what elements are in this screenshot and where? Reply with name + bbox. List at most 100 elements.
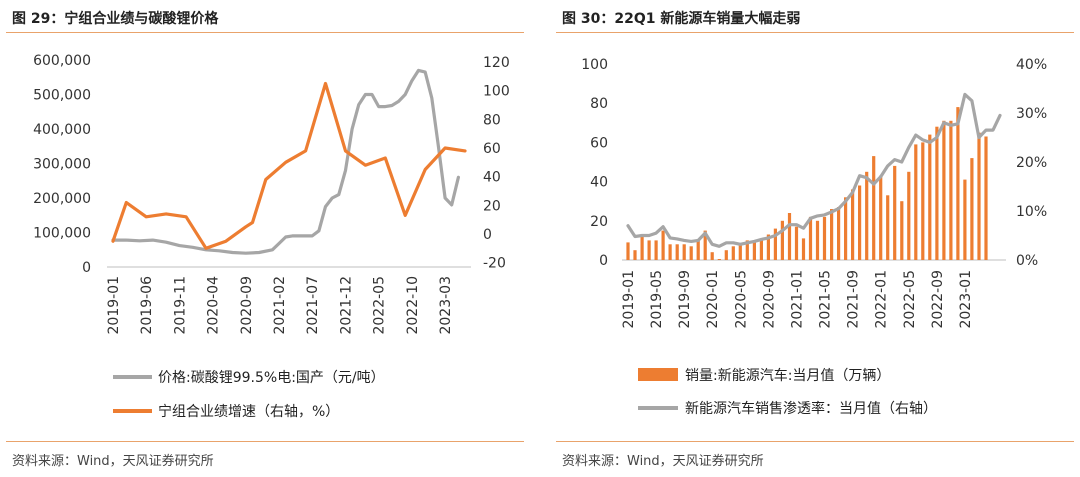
x-tick-label: 2021-01 bbox=[789, 270, 805, 329]
y-right-tick-label: 40% bbox=[1016, 57, 1047, 73]
legend-label-price: 价格:碳酸锂99.5%电:国产（元/吨） bbox=[158, 370, 385, 386]
sales-bar bbox=[724, 250, 728, 260]
y-left-tick-label: 100 bbox=[581, 57, 608, 73]
legend-swatch-sales bbox=[638, 368, 678, 381]
x-tick-label: 2020-01 bbox=[705, 270, 721, 329]
y-left-tick-label: 40 bbox=[590, 175, 608, 191]
sales-bar bbox=[703, 230, 707, 260]
x-tick-label: 2020-04 bbox=[206, 276, 222, 335]
y-right-tick-label: 20 bbox=[483, 198, 501, 214]
title-divider bbox=[556, 32, 1074, 33]
sales-bar bbox=[984, 136, 988, 260]
sales-bar bbox=[787, 213, 792, 260]
sales-bar bbox=[928, 134, 932, 260]
sales-bar bbox=[893, 165, 897, 260]
x-tick-label: 2023-01 bbox=[958, 270, 974, 329]
x-tick-label: 2023-03 bbox=[438, 276, 454, 335]
y-left-tick-label: 0 bbox=[82, 260, 91, 276]
source-note: 资料来源：Wind，天风证券研究所 bbox=[562, 454, 764, 469]
x-tick-label: 2021-07 bbox=[305, 276, 321, 335]
x-tick-label: 2019-01 bbox=[621, 270, 637, 329]
legend-label-sales: 销量:新能源汽车:当月值（万辆） bbox=[685, 367, 890, 384]
y-right-tick-label: 80 bbox=[483, 112, 501, 128]
x-tick-label: 2020-09 bbox=[761, 270, 777, 329]
sales-bar bbox=[837, 207, 841, 260]
title-divider bbox=[6, 32, 524, 33]
sales-bar bbox=[647, 240, 651, 260]
x-tick-label: 2020-09 bbox=[239, 276, 255, 335]
y-right-tick-label: 100 bbox=[483, 84, 510, 100]
lithium-price-line bbox=[111, 68, 460, 255]
y-right-tick-label: 10% bbox=[1016, 204, 1047, 220]
growth-rate-line bbox=[111, 81, 467, 250]
sales-bar bbox=[907, 171, 911, 260]
sales-bar bbox=[977, 132, 981, 260]
y-right-tick-label: 30% bbox=[1016, 106, 1047, 122]
sales-bar bbox=[963, 179, 967, 260]
sales-bar bbox=[886, 195, 890, 260]
y-right-tick-label: 40 bbox=[483, 170, 501, 186]
sales-bar bbox=[822, 216, 827, 260]
sales-bar bbox=[970, 158, 974, 260]
y-left-tick-label: 60 bbox=[590, 135, 608, 151]
x-tick-label: 2022-05 bbox=[902, 270, 918, 329]
sales-bar bbox=[710, 252, 714, 260]
lithium-price-chart: 600,000 500,000 400,000 300,000 200,000 100,0… bbox=[33, 53, 510, 420]
y-left-tick-label: 200,000 bbox=[33, 191, 91, 207]
sales-bar bbox=[949, 120, 953, 260]
sales-bar bbox=[900, 201, 904, 260]
x-tick-label: 2022-01 bbox=[874, 270, 890, 329]
source-divider bbox=[556, 441, 1074, 442]
sales-bar bbox=[780, 220, 784, 260]
sales-bar bbox=[689, 246, 693, 260]
penetration-rate-line bbox=[626, 92, 1002, 248]
nev-sales-chart: 100 80 60 40 20 0 40% 30% 20% 10% 0% 2019-01 2019-05… bbox=[581, 57, 1047, 417]
sales-bar bbox=[717, 259, 721, 260]
legend-label-penetration: 新能源汽车销售渗透率：当月值（右轴） bbox=[685, 400, 937, 417]
sales-bar bbox=[633, 250, 637, 260]
sales-bar bbox=[865, 171, 869, 260]
x-tick-label: 2021-05 bbox=[818, 270, 834, 329]
sales-bar bbox=[773, 228, 777, 260]
sales-bar bbox=[682, 244, 686, 260]
sales-bar bbox=[696, 240, 700, 260]
y-right-tick-label: 0 bbox=[483, 227, 492, 243]
legend-label-growth: 宁组合业绩增速（右轴，%） bbox=[158, 403, 339, 420]
left-figure-panel: 图 29：宁组合业绩与碳酸锂价格 600,000 500,000 400,000 30… bbox=[0, 0, 530, 477]
sales-bar bbox=[626, 242, 630, 260]
sales-bar bbox=[935, 126, 939, 260]
y-left-tick-label: 80 bbox=[590, 96, 608, 112]
y-right-tick-label: 0% bbox=[1016, 253, 1038, 269]
sales-bar bbox=[844, 197, 848, 260]
x-tick-label: 2020-05 bbox=[733, 270, 749, 329]
x-tick-label: 2022-10 bbox=[405, 276, 421, 335]
x-tick-label: 2019-09 bbox=[677, 270, 693, 329]
sales-bar bbox=[675, 244, 679, 260]
sales-bar bbox=[914, 144, 918, 260]
sales-bar bbox=[731, 246, 735, 260]
sales-bar bbox=[808, 216, 813, 260]
y-left-tick-label: 300,000 bbox=[33, 157, 91, 173]
sales-bar bbox=[668, 244, 672, 260]
y-left-tick-label: 20 bbox=[590, 214, 608, 230]
sales-bar bbox=[858, 185, 862, 260]
sales-bar bbox=[830, 209, 834, 260]
x-tick-label: 2019-06 bbox=[139, 276, 155, 335]
source-note: 资料来源：Wind，天风证券研究所 bbox=[12, 454, 214, 469]
sales-bar bbox=[738, 244, 742, 260]
x-tick-label: 2019-01 bbox=[106, 276, 122, 335]
x-tick-label: 2021-12 bbox=[338, 276, 354, 335]
x-tick-label: 2021-02 bbox=[272, 276, 288, 335]
x-tick-label: 2021-09 bbox=[846, 270, 862, 329]
sales-bar bbox=[815, 220, 820, 260]
sales-bar bbox=[851, 189, 855, 260]
sales-bar bbox=[661, 230, 665, 260]
source-divider bbox=[6, 441, 524, 442]
sales-bar bbox=[794, 226, 799, 260]
y-right-tick-label: 120 bbox=[483, 55, 510, 71]
x-tick-label: 2019-05 bbox=[649, 270, 665, 329]
x-tick-label: 2022-05 bbox=[372, 276, 388, 335]
y-left-tick-label: 500,000 bbox=[33, 88, 91, 104]
sales-bar bbox=[745, 240, 749, 260]
sales-bar bbox=[640, 236, 644, 260]
